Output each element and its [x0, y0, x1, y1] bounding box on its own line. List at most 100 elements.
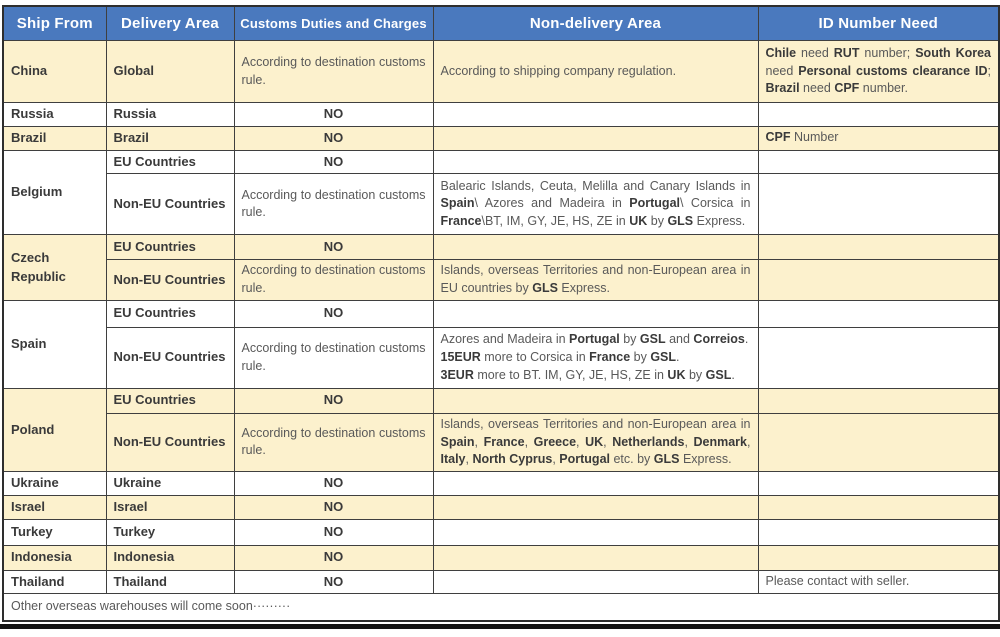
- cell-belgium-eu-ship-from: Belgium: [2, 149, 107, 236]
- table-row-russia: Russia Russia NO: [2, 102, 1000, 127]
- column-header-customs-duties-and-charges: Customs Duties and Charges: [233, 5, 434, 41]
- table-row-thailand: Thailand Thailand NO Please contact with se…: [2, 569, 1000, 595]
- cell-brazil-delivery-area: Brazil: [105, 125, 235, 151]
- cell-china-delivery-area: Global: [105, 40, 235, 103]
- cell-belgium-non-eu-delivery-area: Non-EU Countries: [105, 173, 235, 236]
- table-row-belgium-eu: Belgium EU Countries NO: [2, 149, 1000, 236]
- cell-thailand-ship-from: Thailand: [2, 569, 107, 595]
- column-header-ship-from: Ship From: [2, 5, 107, 41]
- cell-poland-eu-non-delivery: [432, 387, 759, 414]
- cell-czech-republic-eu-delivery-area: EU Countries: [105, 234, 235, 261]
- cell-belgium-eu-id-number: [757, 149, 1000, 175]
- cell-indonesia-ship-from: Indonesia: [2, 544, 107, 571]
- column-header-non-delivery-area: Non-delivery Area: [432, 5, 759, 41]
- table-row-belgium-non-eu: Non-EU Countries According to destination…: [3, 173, 1000, 236]
- column-header-id-number-need: ID Number Need: [757, 5, 1000, 41]
- cell-israel-ship-from: Israel: [2, 494, 107, 520]
- cell-ukraine-id-number: [757, 471, 1000, 496]
- table-body: China Global According to destination cust…: [2, 40, 1000, 622]
- cell-israel-delivery-area: Israel: [105, 494, 235, 520]
- cell-belgium-eu-customs: NO: [233, 149, 434, 175]
- cell-spain-non-eu-customs: According to destination customs rule.: [233, 326, 434, 389]
- table-row-poland-non-eu: Non-EU Countries According to destination…: [3, 412, 1000, 473]
- table-row-spain-non-eu: Non-EU Countries According to destination…: [3, 326, 1000, 389]
- cell-ukraine-non-delivery: [432, 471, 759, 496]
- cell-indonesia-non-delivery: [432, 544, 759, 571]
- cell-ukraine-ship-from: Ukraine: [2, 471, 107, 496]
- cell-indonesia-customs: NO: [233, 544, 434, 571]
- cell-china-ship-from: China: [2, 40, 107, 103]
- cell-poland-non-eu-id-number: [757, 412, 1000, 473]
- cell-belgium-eu-delivery-area: EU Countries: [105, 149, 235, 175]
- cell-indonesia-id-number: [757, 544, 1000, 571]
- cell-israel-non-delivery: [432, 494, 759, 520]
- cell-thailand-delivery-area: Thailand: [105, 569, 235, 595]
- cell-czech-republic-eu-customs: NO: [233, 234, 434, 261]
- cell-belgium-non-eu-id-number: [757, 173, 1000, 236]
- cell-thailand-customs: NO: [233, 569, 434, 595]
- cell-spain-eu-delivery-area: EU Countries: [105, 299, 235, 328]
- cell-belgium-eu-non-delivery: [432, 149, 759, 175]
- cell-czech-republic-non-eu-delivery-area: Non-EU Countries: [105, 259, 235, 301]
- table-row-footer-note: Other overseas warehouses will come soon…: [2, 593, 1000, 622]
- table-row-indonesia: Indonesia Indonesia NO: [2, 544, 1000, 571]
- cell-spain-non-eu-non-delivery: Azores and Madeira in Portugal by GSL an…: [432, 326, 759, 389]
- cell-poland-non-eu-non-delivery: Islands, overseas Territories and non-Eu…: [432, 412, 759, 473]
- cell-china-id-number: Chile need RUT number; South Korea need …: [757, 40, 1000, 103]
- cell-poland-non-eu-delivery-area: Non-EU Countries: [105, 412, 235, 473]
- cell-spain-eu-id-number: [757, 299, 1000, 328]
- table-header: Ship From Delivery Area Customs Duties and…: [2, 5, 1000, 41]
- cell-israel-id-number: [757, 494, 1000, 520]
- table-row-brazil: Brazil Brazil NO CPF Number: [2, 125, 1000, 151]
- table-row-czech-republic-eu: Czech Republic EU Countries NO: [2, 234, 1000, 301]
- cell-footer-note-note: Other overseas warehouses will come soon…: [2, 593, 1000, 622]
- cell-czech-republic-non-eu-id-number: [757, 259, 1000, 301]
- cell-russia-customs: NO: [233, 102, 434, 127]
- cell-russia-id-number: [757, 102, 1000, 127]
- cell-turkey-customs: NO: [233, 518, 434, 546]
- cell-poland-eu-delivery-area: EU Countries: [105, 387, 235, 414]
- cell-turkey-delivery-area: Turkey: [105, 518, 235, 546]
- cell-brazil-non-delivery: [432, 125, 759, 151]
- cell-czech-republic-eu-id-number: [757, 234, 1000, 261]
- cell-spain-eu-non-delivery: [432, 299, 759, 328]
- cell-spain-non-eu-id-number: [757, 326, 1000, 389]
- cell-belgium-non-eu-customs: According to destination customs rule.: [233, 173, 434, 236]
- cell-czech-republic-non-eu-customs: According to destination customs rule.: [233, 259, 434, 301]
- cell-poland-eu-customs: NO: [233, 387, 434, 414]
- cell-spain-eu-customs: NO: [233, 299, 434, 328]
- table-row-ukraine: Ukraine Ukraine NO: [2, 471, 1000, 496]
- cell-turkey-ship-from: Turkey: [2, 518, 107, 546]
- cell-indonesia-delivery-area: Indonesia: [105, 544, 235, 571]
- cell-brazil-id-number: CPF Number: [757, 125, 1000, 151]
- cell-russia-non-delivery: [432, 102, 759, 127]
- table-row-poland-eu: Poland EU Countries NO: [2, 387, 1000, 473]
- cell-ukraine-delivery-area: Ukraine: [105, 471, 235, 496]
- cell-poland-eu-id-number: [757, 387, 1000, 414]
- table-row-israel: Israel Israel NO: [2, 494, 1000, 520]
- table-row-czech-republic-non-eu: Non-EU Countries According to destination…: [3, 259, 1000, 301]
- cell-belgium-non-eu-non-delivery: Balearic Islands, Ceuta, Melilla and Can…: [432, 173, 759, 236]
- cell-brazil-customs: NO: [233, 125, 434, 151]
- cell-poland-eu-ship-from: Poland: [2, 387, 107, 473]
- cell-ukraine-customs: NO: [233, 471, 434, 496]
- bottom-bar: [0, 623, 1000, 629]
- cell-poland-non-eu-customs: According to destination customs rule.: [233, 412, 434, 473]
- cell-thailand-id-number: Please contact with seller.: [757, 569, 1000, 595]
- column-header-delivery-area: Delivery Area: [105, 5, 235, 41]
- cell-china-non-delivery: According to shipping company regulation…: [432, 40, 759, 103]
- table-row-turkey: Turkey Turkey NO: [2, 518, 1000, 546]
- shipping-info-table: Ship From Delivery Area Customs Duties and…: [2, 5, 1000, 622]
- cell-czech-republic-eu-non-delivery: [432, 234, 759, 261]
- cell-russia-delivery-area: Russia: [105, 102, 235, 127]
- cell-turkey-id-number: [757, 518, 1000, 546]
- cell-israel-customs: NO: [233, 494, 434, 520]
- cell-brazil-ship-from: Brazil: [2, 125, 107, 151]
- cell-turkey-non-delivery: [432, 518, 759, 546]
- cell-czech-republic-non-eu-non-delivery: Islands, overseas Territories and non-Eu…: [432, 259, 759, 301]
- table-wrap: Ship From Delivery Area Customs Duties and…: [2, 5, 1000, 622]
- cell-thailand-non-delivery: [432, 569, 759, 595]
- cell-spain-non-eu-delivery-area: Non-EU Countries: [105, 326, 235, 389]
- cell-spain-eu-ship-from: Spain: [2, 299, 107, 389]
